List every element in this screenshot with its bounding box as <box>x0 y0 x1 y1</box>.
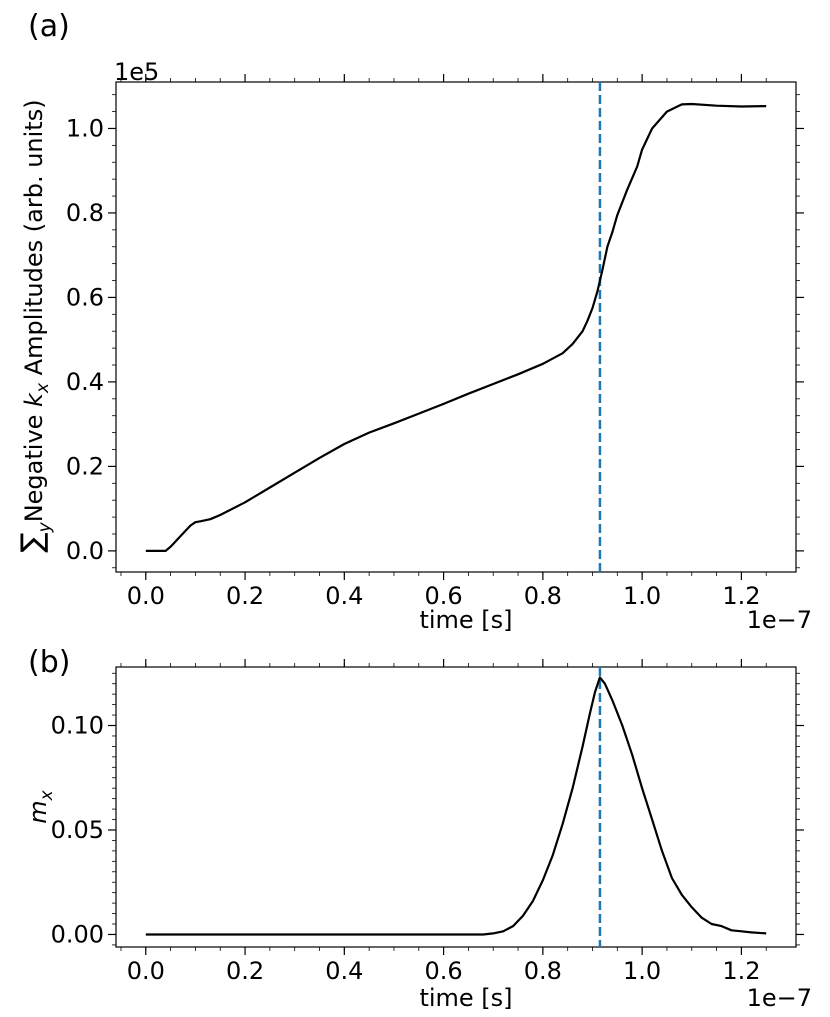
panel-a-ylabel-subscript: x <box>33 382 53 394</box>
panel-a-xtick-label: 1.2 <box>722 582 760 610</box>
panel-a-ylabel-sum: ∑ <box>15 532 50 552</box>
panel-a-ytick-label: 0.4 <box>66 368 104 396</box>
panel-a-xtick-label: 0.0 <box>127 582 165 610</box>
panel-a-x-offset: 1e−7 <box>747 606 812 634</box>
panel-b-ylabel-symbol: m <box>24 800 52 823</box>
panel-a-ytick-label: 1.0 <box>66 114 104 142</box>
panel-a-ytick-label: 0.0 <box>66 537 104 565</box>
panel-b-series-group <box>145 676 767 936</box>
panel-b-xtick-label: 0.2 <box>226 957 264 985</box>
panel-a-y-offset: 1e5 <box>114 58 159 86</box>
panel-a-xtick-label: 1.0 <box>623 582 661 610</box>
panel-b-xtick-label: 0.0 <box>127 957 165 985</box>
panel-a-ytick-label: 0.8 <box>66 199 104 227</box>
panel-a-xlabel: time [s] <box>419 606 512 634</box>
panel-b-axes-frame <box>115 666 797 948</box>
panel-a-ylabel-text: ∑yNegative kx Amplitudes (arb. units) <box>15 99 55 552</box>
panel-a-ytick-label: 0.2 <box>66 452 104 480</box>
panel-a-axes-frame <box>115 81 797 573</box>
panel-b-xlabel: time [s] <box>419 984 512 1012</box>
panel-a: (a) 1e5 0.0 0.2 0.4 0.6 0.8 1.0 1.20.00.20.40.… <box>15 9 812 634</box>
panel-b-label: (b) <box>28 645 70 680</box>
panel-b-ylabel: mx <box>24 789 57 823</box>
panel-b-x-offset: 1e−7 <box>747 984 812 1012</box>
panel-a-ylabel-symbol: k <box>20 392 48 407</box>
panel-b-series-line <box>145 676 767 936</box>
panel-b-ytick-label: 0.05 <box>51 816 104 844</box>
panel-a-ylabel-sum-sub: y <box>35 521 55 533</box>
panel-b-xtick-label: 0.4 <box>325 957 363 985</box>
panel-b-ytick-label: 0.00 <box>51 920 104 948</box>
panel-a-xtick-label: 0.8 <box>524 582 562 610</box>
panel-b-xtick-label: 1.0 <box>623 957 661 985</box>
panel-b: (b) 0.0 0.2 0.4 0.6 0.8 1.0 1.2 0.00 0.05 0.10 ti… <box>24 645 812 1012</box>
panel-b-ticks: 0.0 0.2 0.4 0.6 0.8 1.0 1.2 0.00 0.05 0.10 <box>51 659 804 985</box>
panel-a-series-line <box>145 102 767 553</box>
panel-b-ylabel-subscript: x <box>37 789 57 801</box>
panel-a-ylabel-prefix: Negative <box>20 407 48 522</box>
panel-b-xtick-label: 0.6 <box>425 957 463 985</box>
panel-a-xtick-label: 0.6 <box>425 582 463 610</box>
panel-b-ylabel-text: mx <box>24 789 57 823</box>
panel-b-xtick-label: 0.8 <box>524 957 562 985</box>
panel-a-ytick-label: 0.6 <box>66 283 104 311</box>
panel-a-ylabel-suffix: Amplitudes (arb. units) <box>20 99 48 383</box>
panel-b-xtick-label: 1.2 <box>722 957 760 985</box>
panel-a-xtick-label: 0.2 <box>226 582 264 610</box>
panel-a-label: (a) <box>28 9 70 44</box>
panel-b-ytick-label: 0.10 <box>51 712 104 740</box>
panel-a-ticks: 0.0 0.2 0.4 0.6 0.8 1.0 1.2 0.0 0.2 0.4 0.6 0.8 1.0 <box>66 74 804 610</box>
panel-a-ylabel: ∑yNegative kx Amplitudes (arb. units) <box>15 99 55 552</box>
panel-a-series-group <box>145 102 767 553</box>
panel-a-xtick-label: 0.4 <box>325 582 363 610</box>
